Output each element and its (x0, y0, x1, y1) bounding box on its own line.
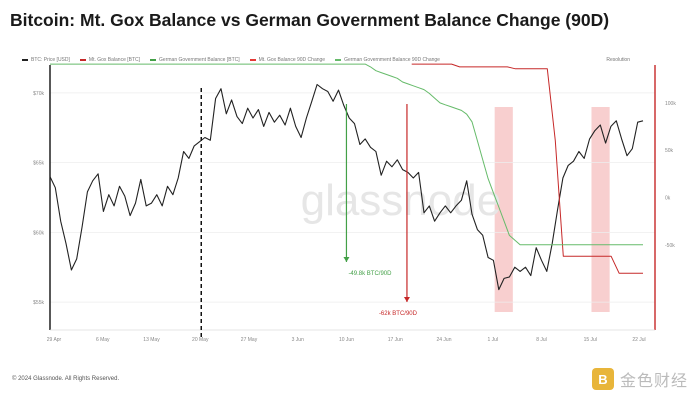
x-tick-label: 3 Jun (292, 337, 304, 343)
x-tick-label: 6 May (96, 337, 110, 343)
legend-label: German Government Balance 90D Change (344, 57, 440, 63)
legend-label: Mt. Gox Balance 90D Change (258, 57, 326, 63)
y-left-tick-label: $55k (33, 300, 44, 306)
series-line-2 (50, 63, 643, 246)
x-tick-label: 8 Jul (536, 337, 547, 343)
y-left-tick-label: $60k (33, 230, 44, 236)
chart-title: Bitcoin: Mt. Gox Balance vs German Gover… (10, 10, 610, 30)
series-line-1 (411, 63, 643, 274)
x-tick-label: 17 Jun (388, 337, 403, 343)
legend: BTC: Price [USD] Mt. Gox Balance [BTC] G… (22, 57, 440, 63)
x-tick-label: 22 Jul (632, 337, 645, 343)
legend-item-mtgox-change[interactable]: Mt. Gox Balance 90D Change (249, 57, 326, 63)
copyright-footer: © 2024 Glassnode. All Rights Reserved. (12, 376, 120, 382)
brand-logo-icon: B (591, 368, 614, 390)
y-right-tick-label: 100k (665, 101, 676, 107)
legend-swatch (22, 59, 28, 61)
annotation-label: -62k BTC/90D (379, 311, 418, 317)
x-tick-label: 1 Jul (487, 337, 498, 343)
legend-swatch (249, 59, 256, 61)
legend-swatch (79, 59, 86, 61)
brand-name: 金色财经 (619, 373, 688, 390)
legend-label: BTC: Price [USD] (31, 57, 70, 63)
x-tick-label: 24 Jun (436, 337, 451, 343)
x-tick-label: 29 Apr (47, 337, 62, 343)
legend-item-price[interactable]: BTC: Price [USD] (22, 57, 70, 63)
x-tick-label: 13 May (143, 337, 160, 343)
highlight-band-1 (591, 107, 610, 312)
legend-swatch (335, 59, 342, 61)
x-tick-label: 10 Jun (339, 337, 354, 343)
y-left-tick-label: $65k (33, 161, 44, 167)
watermark-text: glassnode (301, 176, 502, 225)
highlight-band-0 (494, 107, 513, 312)
legend-item-german-balance[interactable]: German Government Balance [BTC] (150, 57, 240, 63)
legend-swatch (150, 59, 157, 61)
brand-badge: B 金色财经 (591, 367, 688, 391)
legend-item-german-change[interactable]: German Government Balance 90D Change (335, 57, 440, 63)
y-right-tick-label: 0k (665, 196, 671, 202)
legend-label: Mt. Gox Balance [BTC] (88, 57, 141, 63)
x-tick-label: 15 Jul (584, 337, 597, 343)
annotation-arrow-head (343, 257, 350, 262)
y-right-tick-label: 50k (665, 148, 674, 154)
x-tick-label: 20 May (192, 337, 209, 343)
annotation-arrow-head (403, 297, 410, 302)
y-left-tick-label: $70k (33, 91, 44, 97)
annotation-label: -49.8k BTC/90D (348, 271, 392, 277)
legend-label: German Government Balance [BTC] (159, 57, 240, 63)
resolution-label[interactable]: Resolution (606, 57, 630, 63)
legend-item-mtgox-balance[interactable]: Mt. Gox Balance [BTC] (79, 57, 141, 63)
x-tick-label: 27 May (241, 337, 258, 343)
y-right-tick-label: -50k (665, 243, 675, 249)
